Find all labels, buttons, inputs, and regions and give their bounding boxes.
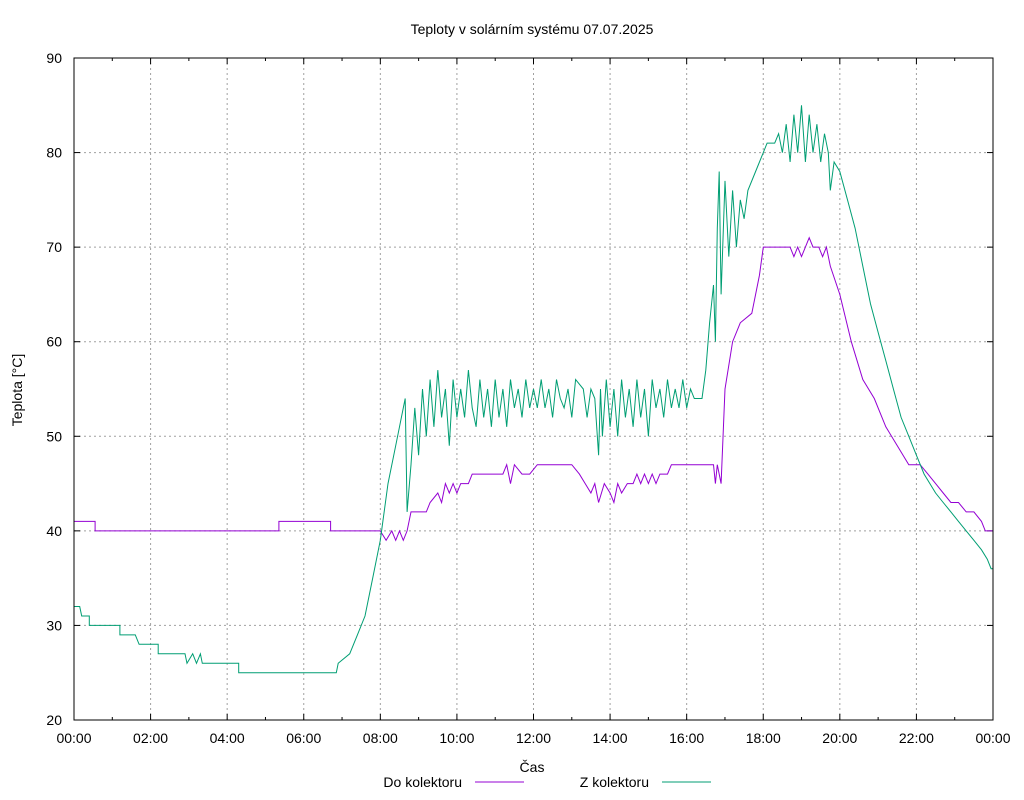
x-tick-label: 08:00 (363, 730, 398, 746)
x-tick-label: 20:00 (822, 730, 857, 746)
x-tick-label: 04:00 (210, 730, 245, 746)
x-tick-label: 18:00 (746, 730, 781, 746)
x-axis-label: Čas (520, 759, 545, 775)
x-tick-label: 14:00 (593, 730, 628, 746)
y-tick-label: 80 (46, 145, 62, 161)
y-tick-label: 20 (46, 712, 62, 728)
series-line-do-kolektoru (74, 236, 993, 542)
chart-title: Teploty v solárním systému 07.07.2025 (411, 21, 654, 37)
x-tick-label: 22:00 (899, 730, 934, 746)
y-tick-label: 60 (46, 334, 62, 350)
y-tick-label: 40 (46, 523, 62, 539)
x-tick-label: 06:00 (286, 730, 321, 746)
x-tick-label: 02:00 (133, 730, 168, 746)
plot-border (73, 57, 994, 721)
y-tick-label: 30 (46, 617, 62, 633)
legend: Do kolektoru Z kolektoru (383, 774, 711, 790)
series-line-z-kolektoru (74, 105, 993, 674)
grid (74, 58, 993, 720)
x-tick-label: 12:00 (516, 730, 551, 746)
y-tick-label: 90 (46, 50, 62, 66)
legend-label-do-kolektoru: Do kolektoru (383, 774, 462, 790)
x-tick-label: 00:00 (975, 730, 1010, 746)
y-axis-label: Teplota [°C] (9, 354, 25, 427)
x-tick-label: 16:00 (669, 730, 704, 746)
x-tick-label: 00:00 (56, 730, 91, 746)
x-tick-label: 10:00 (439, 730, 474, 746)
ticks: 20 30 40 50 60 70 80 90 00:00 02:00 04:00 06:00 08:0… (46, 50, 1010, 746)
series-lines (74, 105, 993, 674)
legend-label-z-kolektoru: Z kolektoru (580, 774, 649, 790)
y-tick-label: 70 (46, 239, 62, 255)
y-tick-label: 50 (46, 428, 62, 444)
